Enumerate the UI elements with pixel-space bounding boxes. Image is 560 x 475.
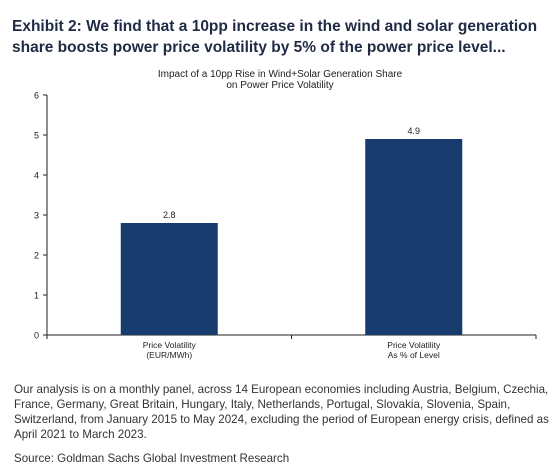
chart-title-line: on Power Price Volatility <box>226 80 333 91</box>
y-tick-label: 4 <box>34 171 39 181</box>
chart-title-line: Impact of a 10pp Rise in Wind+Solar Gene… <box>158 69 403 80</box>
x-tick-label: Price Volatility <box>143 340 197 350</box>
footnote: Our analysis is on a monthly panel, acro… <box>14 383 549 441</box>
source-note: Source: Goldman Sachs Global Investment … <box>14 452 290 465</box>
y-tick-label: 6 <box>34 91 39 101</box>
y-tick-label: 3 <box>34 211 39 221</box>
bar <box>120 223 218 335</box>
y-tick-label: 5 <box>34 131 39 141</box>
y-tick-label: 2 <box>34 251 39 261</box>
y-tick-label: 1 <box>34 291 39 301</box>
x-tick-label: Price Volatility <box>387 340 441 350</box>
x-tick-label: As % of Level <box>388 350 440 360</box>
bar-chart: Impact of a 10pp Rise in Wind+Solar Gene… <box>34 69 537 360</box>
y-tick-label: 0 <box>34 331 39 341</box>
exhibit-title: Exhibit 2: We find that a 10pp increase … <box>12 18 538 56</box>
bar <box>365 139 463 335</box>
data-label: 2.8 <box>163 210 176 220</box>
data-label: 4.9 <box>407 126 420 136</box>
x-tick-label: (EUR/MWh) <box>146 350 192 360</box>
